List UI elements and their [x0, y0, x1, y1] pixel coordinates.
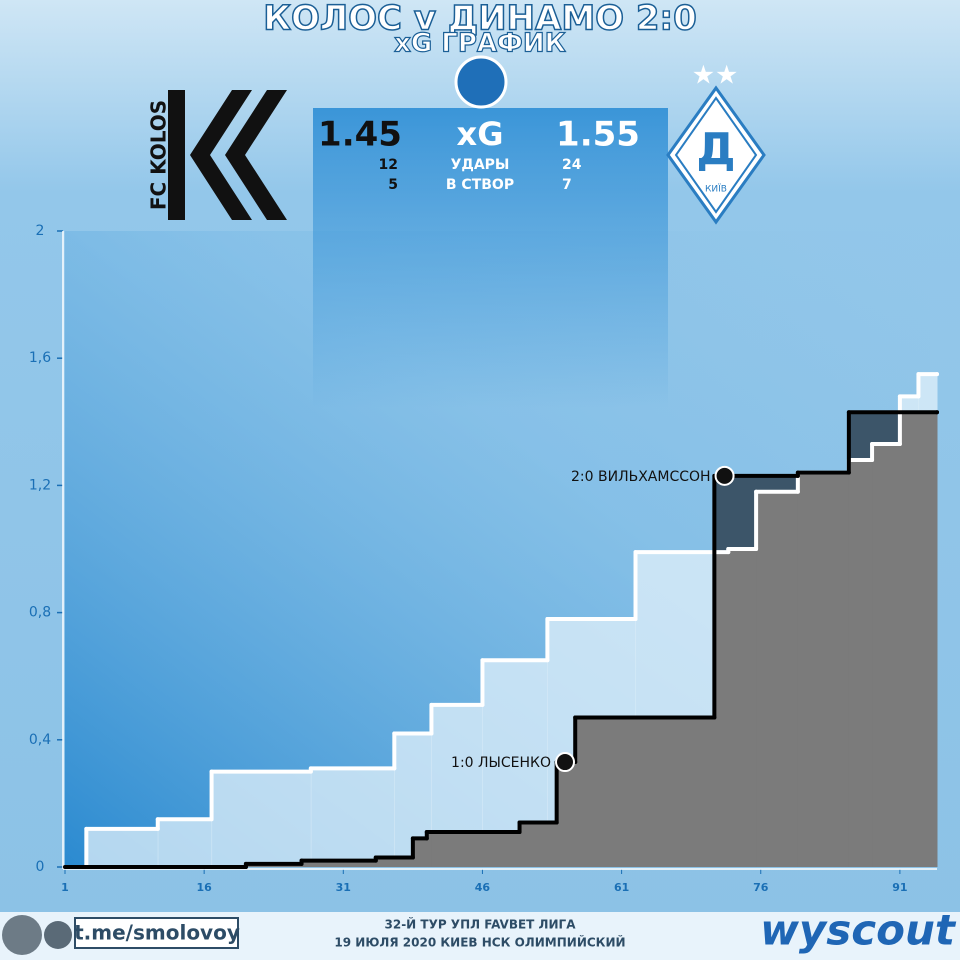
y-tick-label: 0,8 — [29, 605, 51, 621]
goal-marker — [714, 465, 735, 486]
overlap-step — [899, 412, 919, 867]
away-xg: 1.55 — [556, 115, 640, 155]
area-step — [86, 828, 159, 867]
area-step — [211, 771, 312, 867]
stat-away: 7 — [562, 177, 572, 193]
annotation: 1:0 ЛЫСЕНКО — [451, 755, 551, 771]
stats-box — [313, 108, 668, 408]
overlap-step — [756, 491, 799, 867]
x-tick-label: 91 — [892, 881, 907, 894]
svg-text:Д: Д — [696, 124, 735, 175]
home-logo-text: FC KOLOS — [147, 100, 171, 210]
home-xg: 1.45 — [318, 115, 402, 155]
x-tick-label: 76 — [753, 881, 769, 894]
overlap-step — [728, 549, 757, 867]
handle-box — [74, 917, 239, 949]
overlap-step — [848, 459, 873, 867]
y-tick-label: 0,4 — [29, 732, 51, 748]
footer-line: 32-Й ТУР УПЛ FAVBET ЛИГА — [385, 917, 577, 932]
xg-label: xG — [457, 115, 504, 153]
away-logo-text: КИЇВ — [705, 184, 727, 195]
y-tick-label: 1,6 — [29, 350, 51, 366]
stat-label: В СТВОР — [446, 177, 514, 193]
overlap-step — [918, 412, 938, 867]
brand: wyscout — [760, 906, 957, 955]
footer-line: 19 ИЮЛЯ 2020 КИЕВ НСК ОЛИМПИЙСКИЙ — [334, 935, 625, 950]
avatar — [2, 915, 42, 955]
telegram-icon — [44, 921, 72, 949]
away-logo: ★★ Д КИЇВ — [666, 61, 766, 225]
goal-marker — [555, 752, 576, 773]
svg-text:★★: ★★ — [692, 61, 739, 91]
area-step — [310, 768, 395, 867]
stat-away: 24 — [562, 157, 582, 173]
overlap-step — [797, 472, 850, 867]
stat-home: 12 — [379, 157, 398, 173]
stat-home: 5 — [388, 177, 398, 193]
title: КОЛОС v ДИНАМО 2:0 — [263, 0, 697, 39]
handle[interactable]: t.me/smolovoy — [74, 921, 240, 945]
x-tick-label: 16 — [196, 881, 212, 894]
area-step — [157, 819, 213, 867]
annotation: 2:0 ВИЛЬХАМССОН — [571, 469, 711, 485]
x-tick-label: 61 — [614, 881, 629, 894]
y-tick-label: 2 — [36, 223, 45, 239]
y-tick-label: 1,2 — [29, 477, 51, 493]
x-tick-label: 31 — [336, 881, 351, 894]
x-tick-label: 46 — [475, 881, 491, 894]
league-badge — [454, 55, 508, 109]
x-tick-label: 1 — [61, 881, 69, 894]
y-tick-label: 0 — [36, 859, 45, 875]
subtitle: xG ГРАФИК — [394, 29, 566, 59]
home-logo: FC KOLOS — [147, 90, 287, 220]
overlap-step — [872, 444, 901, 867]
stat-label: УДАРЫ — [451, 157, 510, 173]
